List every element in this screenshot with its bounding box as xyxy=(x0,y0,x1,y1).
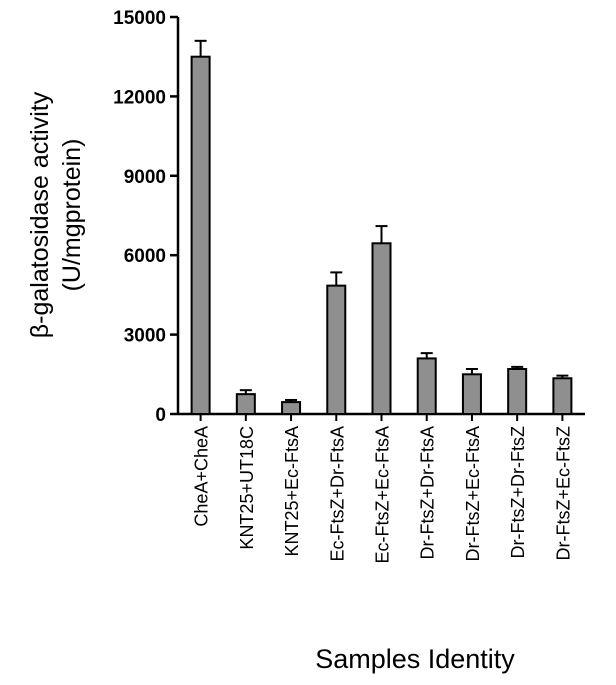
bar xyxy=(461,373,482,415)
x-tick-label: Ec-FtsZ+Ec-FtsA xyxy=(373,426,393,564)
y-tick-label: 12000 xyxy=(113,87,166,108)
bar xyxy=(552,377,573,415)
bar xyxy=(190,55,211,415)
x-tick-label: Dr-FtsZ+Ec-FtsA xyxy=(463,426,483,562)
x-tick-label: Dr-FtsZ+Dr-FtsZ xyxy=(508,426,528,558)
bar xyxy=(281,401,302,415)
bar xyxy=(326,284,347,415)
y-tick-label: 6000 xyxy=(124,246,166,267)
bar xyxy=(371,242,392,415)
bar xyxy=(235,393,256,415)
y-tick-label: 3000 xyxy=(124,326,166,347)
y-axis-label: (U/mgprotein) xyxy=(58,139,86,292)
x-axis-label: Samples Identity xyxy=(315,644,515,674)
y-tick-label: 9000 xyxy=(124,167,166,188)
x-tick-label: CheA+CheA xyxy=(192,426,212,527)
x-tick-label: Dr-FtsZ+Dr-FtsA xyxy=(418,426,438,559)
x-tick-label: KNT25+UT18C xyxy=(237,426,257,550)
bar xyxy=(416,357,437,416)
bar xyxy=(507,368,528,415)
y-tick-label: 15000 xyxy=(113,8,166,29)
x-tick-label: Ec-FtsZ+Dr-FtsA xyxy=(327,426,347,562)
y-tick-label: 0 xyxy=(155,405,166,426)
x-tick-label: Dr-FtsZ+Ec-FtsZ xyxy=(553,426,573,560)
x-tick-label: KNT25+Ec-FtsA xyxy=(282,426,302,557)
y-axis-label: β-galatosidase activity xyxy=(26,91,54,338)
